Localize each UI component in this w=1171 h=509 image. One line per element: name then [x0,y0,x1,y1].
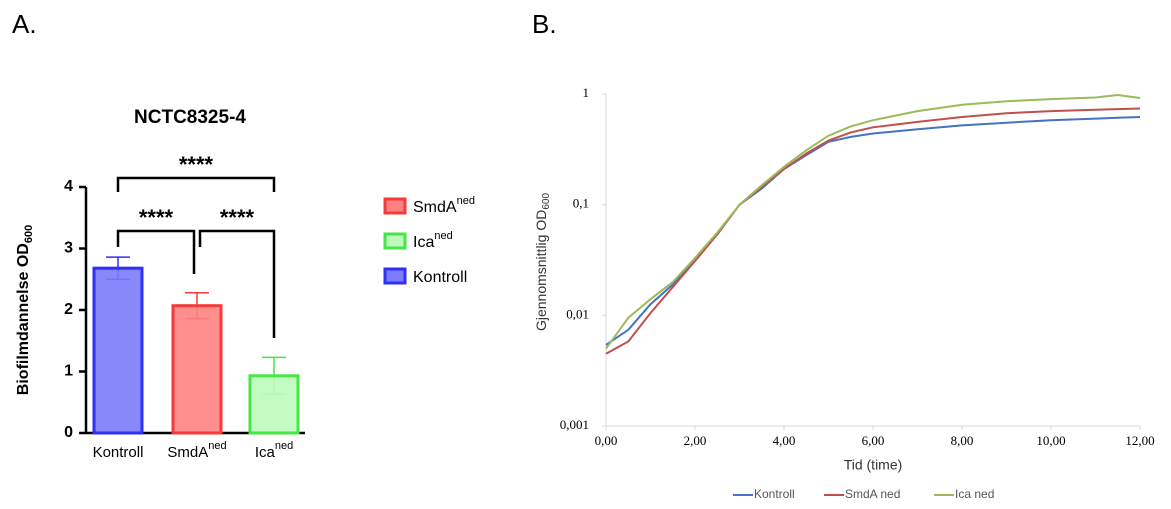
significance-label: **** [220,205,255,230]
legend-label-sup: ned [434,230,452,242]
x-tick-label-main: SmdA [167,444,208,461]
x-tick-label: 6,00 [862,433,885,448]
significance-bracket [198,229,276,338]
y-axis-label-sub: 600 [23,225,35,243]
y-tick-label: 2 [64,301,73,318]
legend-label: SmdA ned [845,487,900,501]
y-axis-label-main: Gjennomsnittlig OD [533,210,549,331]
x-tick-label: 12,00 [1125,433,1154,448]
legend-swatch [383,267,407,285]
panel-label: A. [12,9,37,39]
y-tick-label: 0,01 [566,306,589,321]
y-tick-label: 4 [64,178,73,195]
y-axis-label: Biofilmdannelse OD600 [15,225,35,395]
x-tick-label: 10,00 [1036,433,1065,448]
legend-label-sup: ned [457,195,475,207]
legend-label: Ica ned [955,487,994,501]
legend-label: SmdAned [413,195,475,216]
bar [248,374,300,435]
x-tick-label: SmdAned [167,440,226,461]
bar [171,304,223,435]
significance-bracket [116,229,196,274]
x-axis-label: Tid (time) [844,457,903,473]
significance-label: **** [179,152,214,177]
x-tick-label: Icaned [255,440,293,461]
legend-label: Kontroll [413,269,467,286]
x-tick-label-sup: ned [208,440,226,452]
x-tick-label: 8,00 [951,433,974,448]
y-tick-label: 1 [64,363,73,380]
legend-label-main: SmdA [413,199,457,216]
legend-swatch [383,197,407,215]
legend-label-main: Ica [413,234,434,251]
legend-label: Kontroll [754,487,795,501]
y-tick-label: 1 [583,85,590,100]
y-tick-label: 0 [64,424,73,441]
legend-label-main: Kontroll [413,269,467,286]
chart-title: NCTC8325-4 [134,107,246,128]
legend-swatch [383,232,407,250]
y-tick-label: 0,1 [573,196,589,211]
data-line [605,107,1141,355]
bar [92,266,144,435]
x-tick-label: Kontroll [93,444,144,461]
y-axis-label: Gjennomsnittlig OD600 [533,193,552,332]
legend-label: Icaned [413,230,453,251]
x-tick-label-main: Ica [255,444,276,461]
y-axis-label-sub: 600 [541,193,552,210]
x-tick-label: 0,00 [595,433,618,448]
x-tick-label: 2,00 [684,433,707,448]
panel-label: B. [532,9,557,39]
y-tick-label: 3 [64,240,73,257]
data-line [605,93,1141,350]
x-tick-label: 4,00 [773,433,796,448]
x-tick-label-sup: ned [275,440,293,452]
significance-bracket [116,176,276,192]
y-axis-label-main: Biofilmdannelse OD [15,243,32,395]
data-line [605,116,1141,346]
y-tick-label: 0,001 [560,417,589,432]
significance-label: **** [139,205,174,230]
x-tick-label-main: Kontroll [93,444,144,461]
